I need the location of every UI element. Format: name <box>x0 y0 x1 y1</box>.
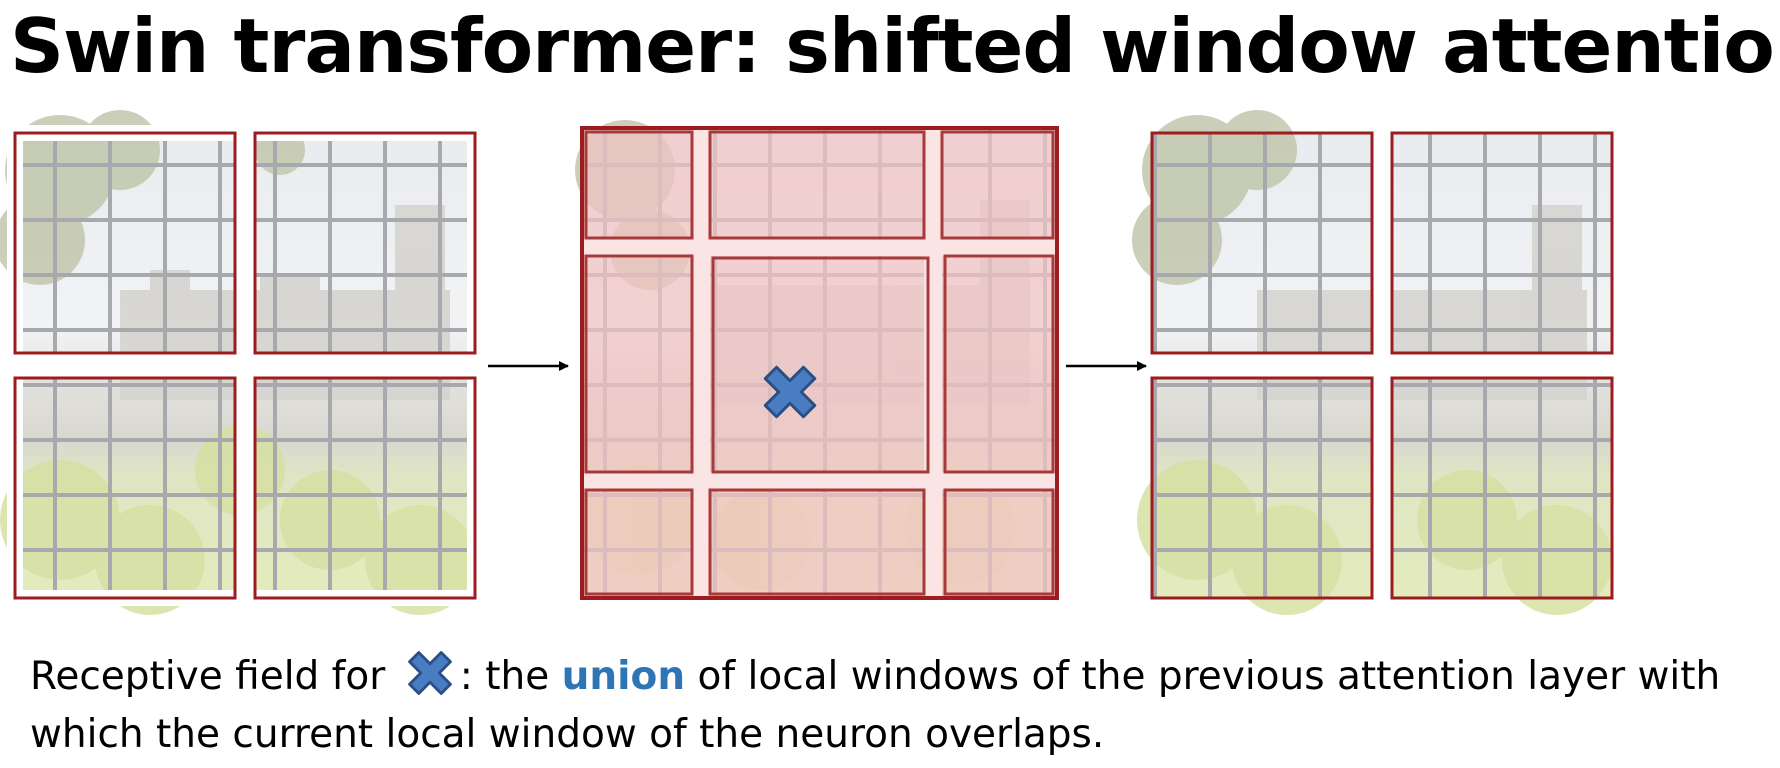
caption-highlight: union <box>561 654 686 699</box>
right-image-windows <box>1132 110 1615 615</box>
center-window <box>711 256 930 474</box>
x-mark-icon <box>763 365 817 419</box>
left-image-windows <box>0 110 483 615</box>
caption-before: Receptive field for <box>30 654 398 699</box>
slide-title: Swin transformer: shifted window attenti… <box>10 2 1780 90</box>
caption-rest: of local windows of the previous attenti… <box>685 654 1721 699</box>
caption-line2: which the current local window of the ne… <box>30 712 1105 757</box>
caption-after-icon: : the <box>459 654 562 699</box>
shifted-frame <box>580 126 1059 600</box>
shifted-windows <box>575 120 1059 600</box>
caption: Receptive field for : the union of local… <box>30 645 1720 764</box>
x-mark-icon <box>407 651 452 695</box>
